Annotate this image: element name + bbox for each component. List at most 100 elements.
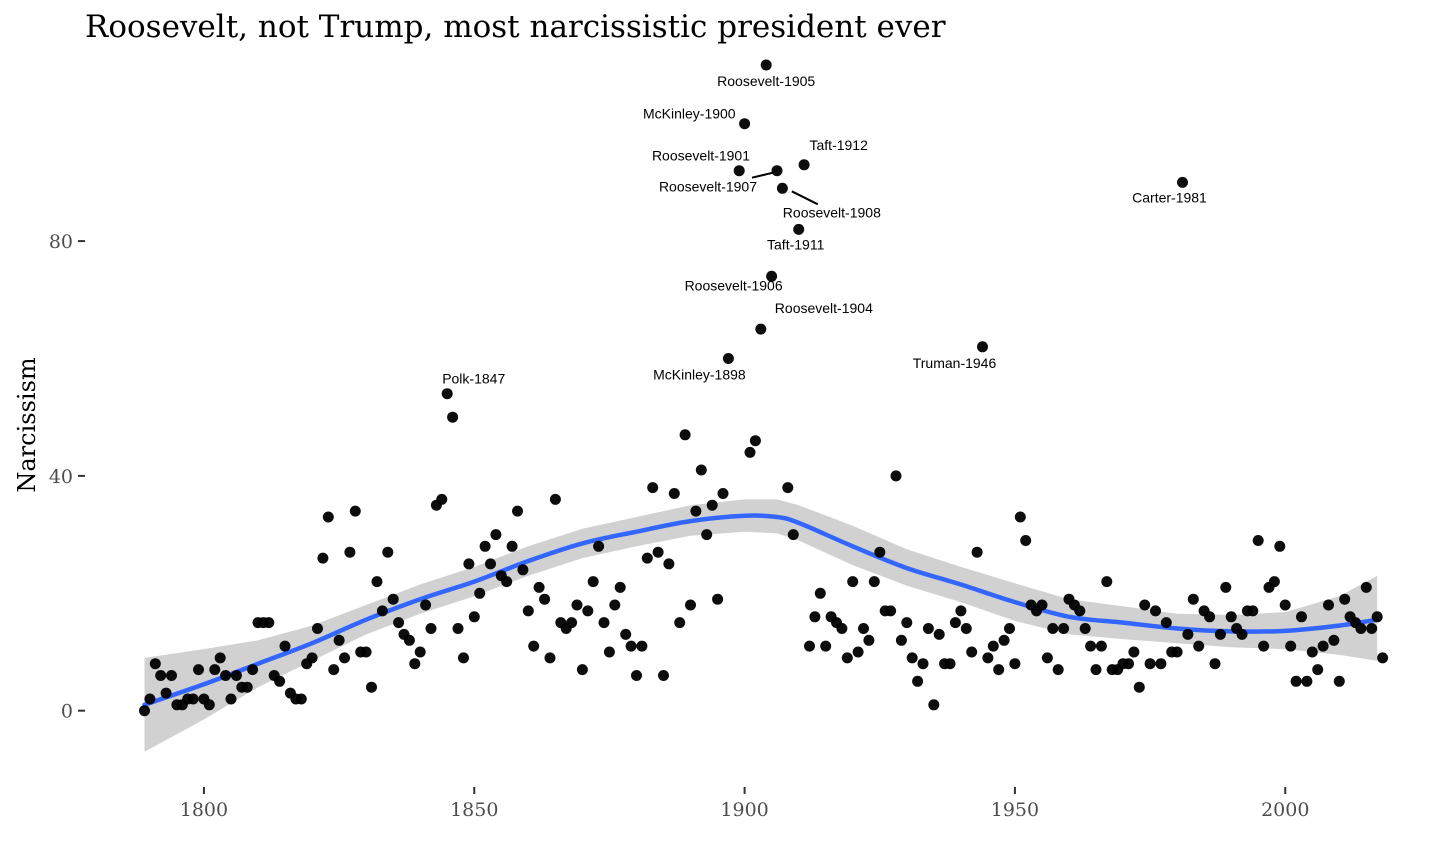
data-point xyxy=(771,165,783,177)
data-point xyxy=(722,353,734,364)
data-point xyxy=(679,429,691,441)
data-point xyxy=(966,646,978,658)
data-point xyxy=(1290,675,1302,687)
data-point xyxy=(333,634,345,646)
data-point xyxy=(241,681,253,693)
data-point xyxy=(1268,576,1280,588)
data-point xyxy=(295,693,307,705)
data-point xyxy=(987,640,999,652)
point-label: Taft-1911 xyxy=(767,236,825,252)
point-label: Carter-1981 xyxy=(1132,189,1207,205)
data-point xyxy=(717,488,729,499)
data-point xyxy=(468,611,480,623)
data-point xyxy=(1009,658,1021,670)
x-tick-label: 1850 xyxy=(450,799,498,821)
data-point xyxy=(166,670,177,681)
data-point xyxy=(1274,540,1286,552)
data-point xyxy=(1182,628,1194,640)
data-point xyxy=(712,593,724,605)
data-point xyxy=(1328,634,1340,646)
data-point xyxy=(933,628,945,640)
data-point xyxy=(376,605,388,617)
data-point xyxy=(695,464,707,476)
data-point xyxy=(928,699,940,711)
data-point xyxy=(760,59,772,71)
data-point xyxy=(776,182,788,194)
data-point xyxy=(1155,658,1167,670)
data-point xyxy=(549,493,561,505)
data-point xyxy=(647,482,659,494)
data-point xyxy=(739,118,751,130)
data-point xyxy=(187,693,199,705)
y-tick-label: 0 xyxy=(61,701,73,723)
point-label: Roosevelt-1908 xyxy=(783,204,881,220)
data-point xyxy=(863,634,875,646)
data-point xyxy=(349,505,361,517)
data-point xyxy=(701,529,713,541)
point-label: Roosevelt-1907 xyxy=(659,179,757,195)
data-point xyxy=(663,558,675,570)
point-labels: Roosevelt-1905 McKinley-1900 Roosevelt-190… xyxy=(442,73,1207,387)
data-point xyxy=(317,552,329,564)
data-point xyxy=(749,435,761,447)
data-point xyxy=(868,576,880,588)
data-point xyxy=(403,634,415,646)
data-point xyxy=(766,270,778,282)
data-point xyxy=(312,623,323,634)
data-point xyxy=(1366,623,1378,634)
data-point xyxy=(506,540,518,552)
data-point xyxy=(225,693,237,705)
data-point xyxy=(1074,605,1086,617)
data-point xyxy=(614,581,626,593)
data-point xyxy=(1258,640,1270,652)
data-point xyxy=(1171,646,1183,658)
data-point xyxy=(328,664,340,676)
point-label: McKinley-1900 xyxy=(643,106,736,122)
data-point xyxy=(214,652,226,664)
label-connector xyxy=(791,190,819,206)
data-point xyxy=(517,564,529,576)
data-point xyxy=(960,623,972,634)
data-point xyxy=(149,658,161,670)
data-point xyxy=(820,640,832,652)
data-point xyxy=(1214,628,1226,640)
data-point xyxy=(247,664,259,676)
data-point xyxy=(1052,664,1064,676)
data-point xyxy=(1193,640,1205,652)
data-point xyxy=(1014,511,1026,523)
data-point xyxy=(993,664,1005,676)
data-point xyxy=(414,646,426,658)
data-point xyxy=(1079,623,1091,634)
data-point xyxy=(955,605,967,617)
data-point xyxy=(263,617,275,629)
data-point xyxy=(447,411,459,423)
data-point xyxy=(836,623,848,634)
data-point xyxy=(474,587,486,599)
data-point xyxy=(706,499,718,511)
data-point xyxy=(490,529,502,541)
data-point xyxy=(685,599,696,611)
data-point xyxy=(1306,646,1318,658)
data-point xyxy=(922,623,934,634)
data-point xyxy=(1317,640,1329,652)
data-point xyxy=(1187,593,1199,605)
data-point xyxy=(1150,605,1161,617)
data-point xyxy=(901,617,913,629)
data-point xyxy=(393,617,405,629)
data-point xyxy=(566,617,578,629)
data-point xyxy=(641,552,653,564)
data-point xyxy=(371,576,383,588)
data-point xyxy=(1312,664,1324,676)
data-point xyxy=(625,640,637,652)
data-point xyxy=(971,546,983,558)
data-point xyxy=(1339,593,1351,605)
data-point xyxy=(841,652,853,664)
data-point xyxy=(631,670,642,681)
data-point xyxy=(1095,640,1107,652)
data-point xyxy=(306,652,318,664)
data-point xyxy=(1355,623,1367,634)
data-point xyxy=(1204,611,1216,623)
data-point xyxy=(1036,599,1048,611)
data-point xyxy=(528,640,540,652)
